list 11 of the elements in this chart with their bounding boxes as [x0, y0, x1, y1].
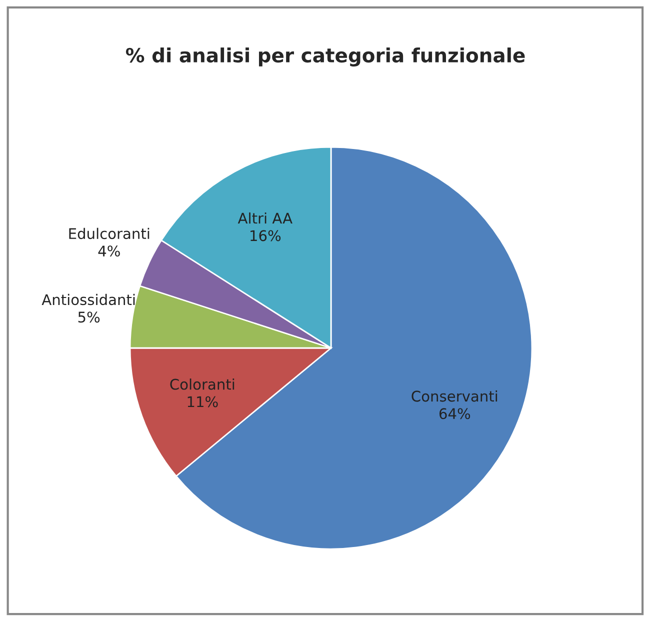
data-label: 11%: [188, 396, 218, 408]
chart-title: % di analisi per categoria funzionale: [126, 48, 525, 66]
data-label: 4%: [98, 246, 120, 257]
slice-label: Coloranti: [170, 378, 234, 390]
slice-label: Antiossidanti: [42, 294, 135, 306]
slice-label: Altri AA: [238, 212, 292, 224]
slice-label: Edulcoranti: [69, 228, 150, 240]
data-label: 64%: [439, 408, 470, 420]
data-label: 16%: [250, 230, 281, 242]
slice-label: Conservanti: [412, 390, 498, 402]
data-label: 5%: [78, 312, 100, 323]
